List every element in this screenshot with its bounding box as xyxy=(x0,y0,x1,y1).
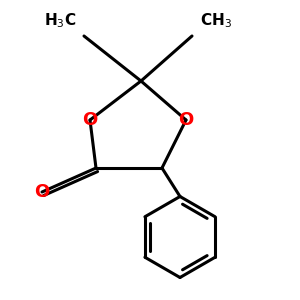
Text: O: O xyxy=(178,111,194,129)
Text: CH$_3$: CH$_3$ xyxy=(200,12,232,30)
Text: O: O xyxy=(34,183,50,201)
Text: H$_3$C: H$_3$C xyxy=(44,12,76,30)
Text: O: O xyxy=(82,111,98,129)
